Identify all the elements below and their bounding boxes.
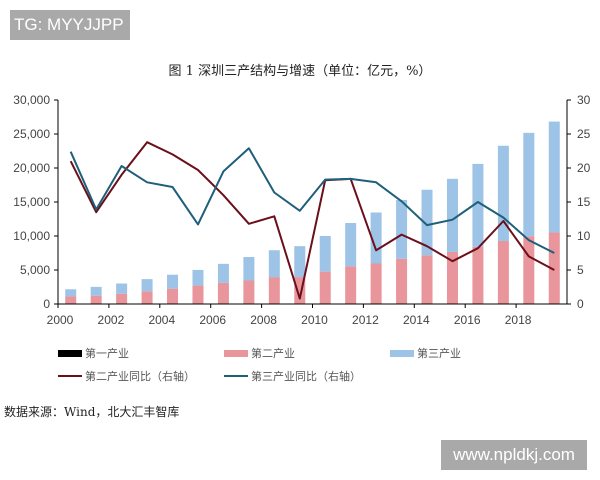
growth-line <box>69 147 555 254</box>
x-tick-label: 2012 <box>352 313 379 327</box>
bar-segment <box>396 258 408 304</box>
y2-tick-label: 0 <box>577 297 584 311</box>
bar-segment <box>243 280 255 304</box>
bar-segment <box>65 289 77 297</box>
chart-area: 0 5,000 10,000 15,000 20,000 25,000 30,000 0 5 10… <box>13 93 591 327</box>
legend-swatch-primary <box>58 349 82 357</box>
bar-segment <box>268 277 280 304</box>
y2-tick-label: 5 <box>577 263 584 277</box>
bar-segment <box>472 163 484 247</box>
bar-segment <box>548 232 560 304</box>
x-tick-label: 2018 <box>505 313 532 327</box>
bar-segment <box>167 288 179 304</box>
legend-item-secondary-growth: 第二产业同比（右轴） <box>58 368 195 384</box>
watermark-top: TG: MYYJJPP <box>10 10 130 40</box>
bar-segment <box>268 250 280 278</box>
legend-swatch-tertiary <box>390 349 414 357</box>
y2-tick-label: 20 <box>577 161 591 175</box>
y2-tick-label: 10 <box>577 229 591 243</box>
legend-item-secondary: 第二产业 <box>224 345 295 361</box>
legend-swatch-secondary <box>224 349 248 357</box>
bar-segment <box>345 266 357 304</box>
bar-segment <box>217 282 229 304</box>
bar-segment <box>90 295 102 304</box>
bar-segment <box>523 236 535 304</box>
x-tick-label: 2010 <box>301 313 328 327</box>
bar-segment <box>396 199 408 259</box>
x-tick-label: 2000 <box>47 313 74 327</box>
x-tick-label: 2004 <box>148 313 175 327</box>
bar-segment <box>116 293 128 304</box>
bar-segment <box>243 257 255 281</box>
y-tick-label: 10,000 <box>13 229 50 243</box>
bar-segment <box>192 285 204 304</box>
y2-tick-label: 30 <box>577 93 591 107</box>
x-tick-label: 2002 <box>98 313 125 327</box>
bar-segment <box>192 269 204 286</box>
legend-item-primary: 第一产业 <box>58 345 129 361</box>
bar-segment <box>65 296 77 304</box>
y-tick-label: 0 <box>43 297 50 311</box>
bar-segment <box>446 178 458 252</box>
bar-segment <box>523 132 535 237</box>
y-tick-label: 25,000 <box>13 127 50 141</box>
y-tick-label: 5,000 <box>20 263 50 277</box>
bar-segment <box>294 277 306 304</box>
bar-segment <box>497 145 509 241</box>
x-tick-label: 2016 <box>454 313 481 327</box>
x-tick-label: 2006 <box>199 313 226 327</box>
bar-segment <box>472 246 484 304</box>
legend-item-tertiary-growth: 第三产业同比（右轴） <box>224 368 361 384</box>
legend-item-tertiary: 第三产业 <box>390 345 461 361</box>
bar-segment <box>548 121 560 233</box>
bar-segment <box>497 240 509 304</box>
bar-segment <box>421 255 433 304</box>
chart-title: 图 1 深圳三产结构与增速（单位：亿元，%） <box>168 64 432 79</box>
x-tick-label: 2008 <box>250 313 277 327</box>
bar-segment <box>421 189 433 256</box>
bar-segment <box>294 246 306 278</box>
y-tick-label: 30,000 <box>13 93 50 107</box>
bar-segment <box>345 223 357 267</box>
y-tick-label: 20,000 <box>13 161 50 175</box>
bar-segment <box>116 283 128 294</box>
bar-segment <box>167 274 179 289</box>
data-source-note: 数据来源：Wind，北大汇丰智库 <box>4 405 180 419</box>
legend-line-tertiary-growth <box>224 375 248 377</box>
bar-segment <box>217 263 229 283</box>
bar-segment <box>319 235 331 272</box>
bar-segment <box>141 279 153 292</box>
bar-segment <box>370 212 382 264</box>
x-tick-label: 2014 <box>403 313 430 327</box>
bar-segment <box>90 286 102 296</box>
bar-segment <box>319 271 331 304</box>
bar-segment <box>370 263 382 304</box>
y2-tick-label: 15 <box>577 195 591 209</box>
growth-line <box>69 141 555 300</box>
y2-tick-label: 25 <box>577 127 591 141</box>
y-tick-label: 15,000 <box>13 195 50 209</box>
bar-segment <box>141 291 153 304</box>
bar-segment <box>446 251 458 304</box>
legend-line-secondary-growth <box>58 375 82 377</box>
watermark-bottom: www.npldkj.com <box>441 440 587 470</box>
